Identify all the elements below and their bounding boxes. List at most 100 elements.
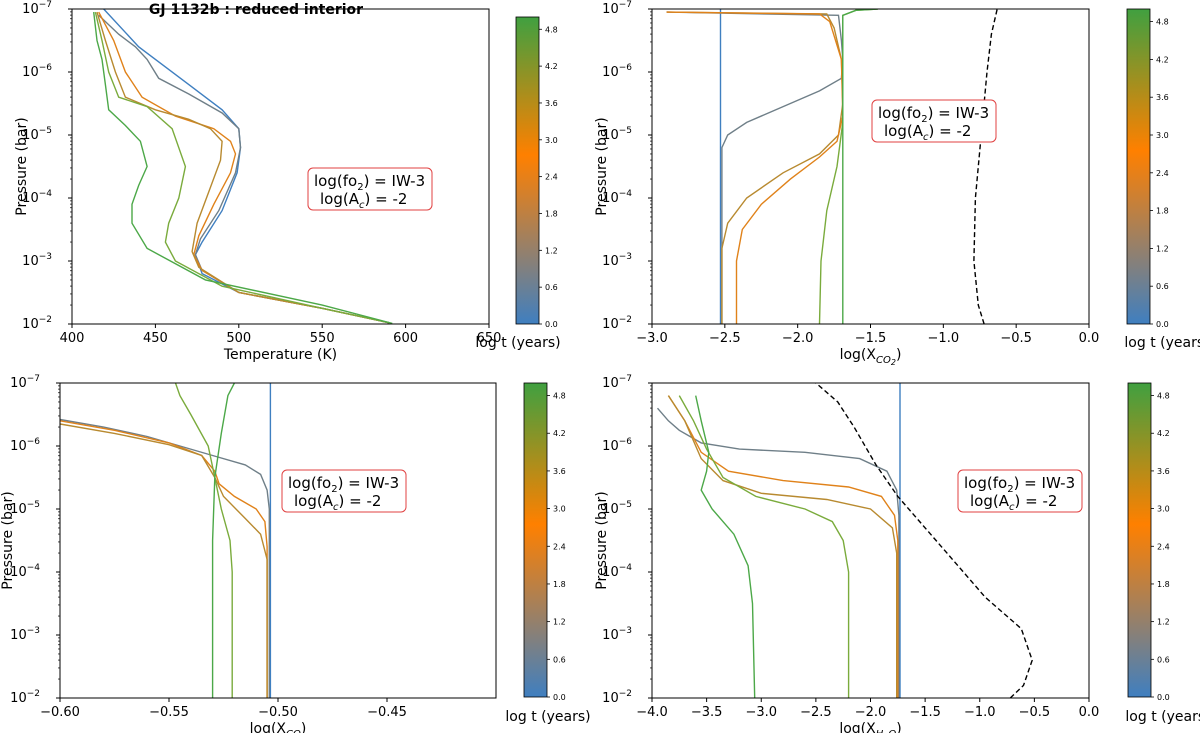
y-tick-exponent: −2 bbox=[27, 689, 40, 699]
y-tick-exponent: −7 bbox=[619, 374, 632, 384]
colorbar-tick-label: 3.6 bbox=[545, 99, 558, 108]
panel-4: −4.0 −3.5 −3.0 −2.5 −2.0 −1.5 −1.0 −0.5 0.0 10−7 1… bbox=[594, 374, 1200, 733]
series-line-dashed bbox=[815, 383, 1033, 698]
annotation-end: ) = IW-3 bbox=[928, 104, 990, 122]
colorbar-label: log t (years) bbox=[475, 335, 560, 351]
annotation-sub: 2 bbox=[331, 484, 337, 495]
y-tick-exponent: −3 bbox=[619, 252, 632, 262]
x-axis-label-subscript: O bbox=[888, 729, 896, 733]
y-axis-label: Pressure (bar) bbox=[0, 491, 16, 589]
y-tick-exponent: −3 bbox=[619, 626, 632, 636]
annotation-end: ) = -2 bbox=[338, 492, 381, 510]
colorbar-tick-label: 4.2 bbox=[1156, 55, 1169, 64]
annotation-line-2: log(Ac) = -2 bbox=[320, 190, 407, 211]
colorbar-tick-label: 1.2 bbox=[1156, 244, 1169, 253]
x-tick-label: −2.0 bbox=[782, 331, 814, 346]
x-tick-label: −4.0 bbox=[636, 705, 668, 720]
annotation-sub: 2 bbox=[1007, 484, 1013, 495]
annotation-box bbox=[957, 469, 1083, 513]
y-tick-exponent: −2 bbox=[619, 315, 632, 325]
annotation-sub: c bbox=[359, 200, 365, 211]
y-tick-exponent: −4 bbox=[619, 563, 633, 573]
annotation-line-2: log(Ac) = -2 bbox=[970, 492, 1057, 513]
colorbar-tick-label: 4.8 bbox=[1157, 392, 1170, 401]
colorbar-tick-label: 0.6 bbox=[1157, 655, 1170, 664]
y-tick-exponent: −6 bbox=[619, 63, 633, 73]
annotation-box bbox=[871, 99, 997, 143]
series-group bbox=[60, 383, 272, 698]
colorbar-tick-label: 2.4 bbox=[553, 542, 566, 551]
annotation-box bbox=[307, 167, 433, 211]
annotation-sub: c bbox=[923, 132, 929, 143]
x-tick-label: −2.5 bbox=[800, 705, 832, 720]
colorbar-tick-label: 2.4 bbox=[1157, 542, 1170, 551]
series-line-dashed bbox=[973, 9, 998, 324]
plot-frame bbox=[71, 8, 490, 325]
figure-title: GJ 1132b : reduced interior bbox=[149, 2, 363, 18]
colorbar-tick-label: 0.6 bbox=[1156, 282, 1169, 291]
colorbar-tick-label: 0.0 bbox=[553, 693, 566, 702]
colorbar-tick-label: 3.0 bbox=[545, 136, 558, 145]
colorbar bbox=[1126, 8, 1151, 325]
y-tick-label: 10−3 bbox=[602, 626, 632, 643]
x-axis-label-subscript: CO bbox=[876, 355, 891, 366]
y-tick-label: 10−7 bbox=[602, 0, 632, 17]
series-line-grey bbox=[666, 11, 844, 324]
annotation-box bbox=[281, 469, 407, 513]
y-tick-label: 10−6 bbox=[602, 437, 632, 454]
series-line-grey bbox=[656, 407, 900, 698]
y-tick-exponent: −5 bbox=[39, 126, 52, 136]
colorbar-tick-label: 1.8 bbox=[553, 580, 566, 589]
annotation-end: ) = -2 bbox=[364, 190, 407, 208]
y-tick-exponent: −6 bbox=[39, 63, 53, 73]
x-tick-label: 0.0 bbox=[1079, 331, 1100, 346]
plot-frame bbox=[59, 382, 497, 699]
colorbar-tick-label: 0.6 bbox=[553, 655, 566, 664]
annotation-line-1: log(fo2) = IW-3 bbox=[964, 474, 1075, 495]
colorbar-tick-label: 1.2 bbox=[1157, 618, 1170, 627]
colorbar-tick-label: 1.2 bbox=[553, 618, 566, 627]
y-tick-label: 10−3 bbox=[22, 252, 52, 269]
y-tick-exponent: −3 bbox=[39, 252, 52, 262]
annotation-sub: 2 bbox=[921, 114, 927, 125]
y-tick-exponent: −2 bbox=[39, 315, 52, 325]
x-axis-label: log(XH2O) bbox=[839, 721, 901, 733]
y-tick-label: 10−7 bbox=[22, 0, 52, 17]
series-line-lightgreen bbox=[174, 383, 233, 698]
series-line-orange bbox=[666, 11, 844, 324]
series-line-orange bbox=[667, 395, 899, 698]
colorbar-tick-label: 3.6 bbox=[553, 467, 566, 476]
x-tick-label: −0.5 bbox=[1019, 705, 1051, 720]
x-axis-label: Temperature (K) bbox=[223, 347, 337, 363]
x-axis-label-end: ) bbox=[896, 347, 901, 363]
annotation-sub: c bbox=[333, 502, 339, 513]
y-tick-label: 10−2 bbox=[10, 689, 40, 706]
annotation-end: ) = IW-3 bbox=[338, 474, 400, 492]
x-tick-label: −0.45 bbox=[367, 705, 407, 720]
y-tick-exponent: −7 bbox=[619, 0, 632, 10]
colorbar-label: log t (years) bbox=[505, 709, 590, 725]
colorbar-tick-label: 4.2 bbox=[1157, 429, 1170, 438]
y-tick-exponent: −5 bbox=[619, 500, 632, 510]
series-line-green bbox=[93, 12, 393, 324]
colorbar-tick-label: 1.2 bbox=[545, 246, 558, 255]
y-axis-label: Pressure (bar) bbox=[594, 117, 610, 215]
x-tick-label: −1.5 bbox=[909, 705, 941, 720]
x-tick-label: −3.0 bbox=[636, 331, 668, 346]
colorbar-tick-label: 0.0 bbox=[1156, 320, 1169, 329]
x-tick-label: −3.5 bbox=[691, 705, 723, 720]
x-tick-label: −0.60 bbox=[40, 705, 80, 720]
x-axis-label: log(XCO2) bbox=[840, 347, 902, 367]
colorbar bbox=[1127, 382, 1152, 698]
colorbar-tick-label: 1.8 bbox=[1156, 207, 1169, 216]
series-group bbox=[656, 383, 1033, 698]
series-line-lightgreen bbox=[678, 395, 850, 698]
series-line-green bbox=[695, 395, 756, 698]
series-line-orange bbox=[60, 420, 268, 698]
colorbar-tick-label: 0.0 bbox=[1157, 693, 1170, 702]
colorbar-tick-label: 4.8 bbox=[553, 392, 566, 401]
colorbar-tick-label: 3.6 bbox=[1157, 467, 1170, 476]
colorbar-tick-label: 1.8 bbox=[1157, 580, 1170, 589]
colorbar-tick-label: 4.8 bbox=[1156, 18, 1169, 27]
y-tick-exponent: −6 bbox=[619, 437, 633, 447]
